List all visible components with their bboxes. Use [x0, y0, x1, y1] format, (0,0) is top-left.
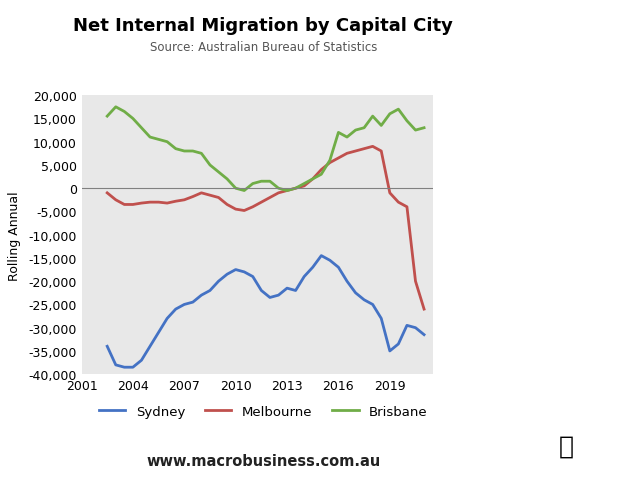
Text: BUSINESS: BUSINESS [503, 56, 566, 69]
Y-axis label: Rolling Annual: Rolling Annual [8, 191, 21, 280]
Legend: Sydney, Melbourne, Brisbane: Sydney, Melbourne, Brisbane [93, 399, 433, 423]
Text: www.macrobusiness.com.au: www.macrobusiness.com.au [146, 453, 381, 468]
Text: Net Internal Migration by Capital City: Net Internal Migration by Capital City [73, 17, 453, 35]
Text: Source: Australian Bureau of Statistics: Source: Australian Bureau of Statistics [150, 41, 377, 54]
Text: 🐺: 🐺 [559, 433, 573, 457]
Text: MACRO: MACRO [497, 26, 572, 44]
